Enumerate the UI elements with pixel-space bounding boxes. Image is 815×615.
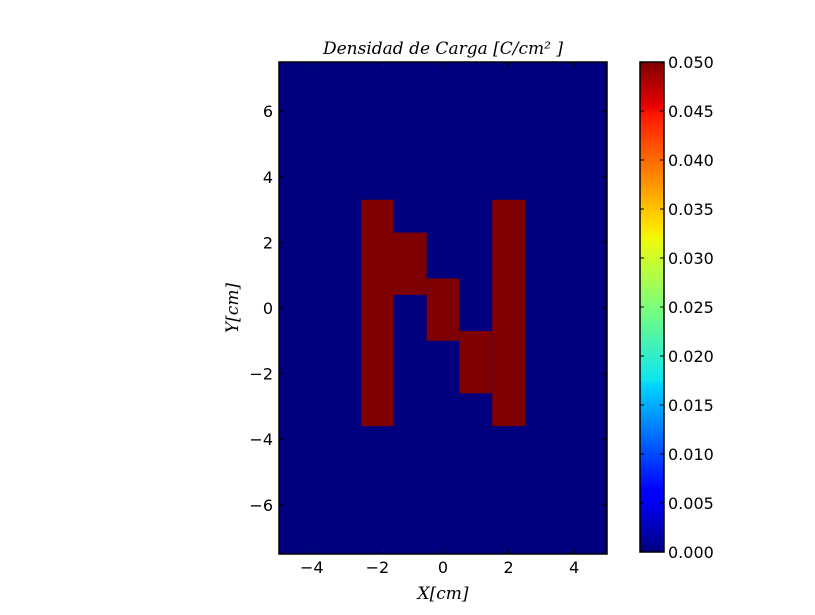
x-tick-label: −2	[366, 558, 390, 577]
y-tick-label: −2	[249, 365, 273, 384]
colorbar-tick-label: 0.010	[668, 445, 714, 464]
y-axis-label: Y[cm]	[223, 283, 243, 333]
y-tick-label: 6	[263, 102, 273, 121]
y-tick-label: 4	[263, 168, 273, 187]
colorbar-tick-label: 0.005	[668, 494, 714, 513]
colorbar-tick-label: 0.025	[668, 298, 714, 317]
colorbar-tick-label: 0.035	[668, 200, 714, 219]
x-tick-label: −4	[300, 558, 324, 577]
colorbar-tick-label: 0.050	[668, 53, 714, 72]
chart-title: Densidad de Carga [C/cm² ]	[322, 39, 563, 59]
x-tick-label: 4	[569, 558, 579, 577]
charge-cells	[361, 199, 525, 427]
y-tick-label: −4	[249, 430, 273, 449]
x-axis-ticks: −4 −2 0 2 4	[300, 62, 579, 577]
colorbar-tick-label: 0.015	[668, 396, 714, 415]
charge-cell-3	[426, 278, 460, 341]
x-tick-label: 0	[438, 558, 448, 577]
colorbar-tick-label: 0.030	[668, 249, 714, 268]
y-tick-label: 2	[263, 233, 273, 252]
x-tick-label: 2	[504, 558, 514, 577]
y-tick-label: 0	[263, 299, 273, 318]
plot-area: −4 −2 0 2 4 6 4 2 0 −2 −4 −6	[249, 61, 608, 577]
colorbar-tick-label: 0.040	[668, 151, 714, 170]
colorbar: 0.000 0.005 0.010 0.015 0.020 0.025 0.030 0.035…	[639, 53, 714, 562]
charge-cell-2	[393, 232, 427, 295]
x-axis-label: X[cm]	[415, 584, 468, 604]
charge-cell-4	[459, 330, 493, 394]
colorbar-ticks: 0.000 0.005 0.010 0.015 0.020 0.025 0.030 0.035…	[640, 53, 714, 562]
y-tick-label: −6	[249, 496, 273, 515]
charge-cell-5	[492, 199, 525, 427]
y-axis-ticks: 6 4 2 0 −2 −4 −6	[249, 102, 607, 515]
colorbar-tick-label: 0.020	[668, 347, 714, 366]
colorbar-tick-label: 0.000	[668, 543, 714, 562]
charge-cell-1	[361, 199, 394, 427]
colorbar-tick-label: 0.045	[668, 102, 714, 121]
